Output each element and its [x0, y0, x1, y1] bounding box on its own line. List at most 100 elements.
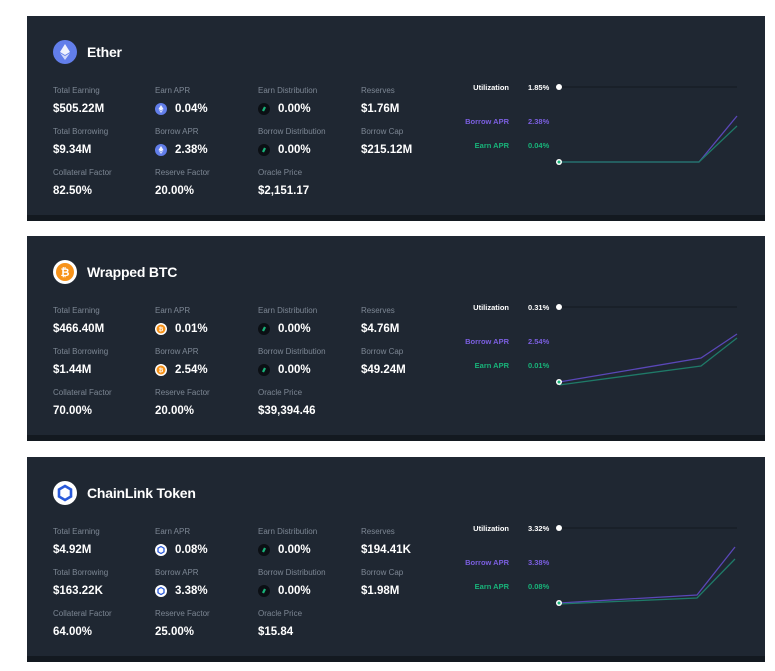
- stat-label: Earn Distribution: [258, 527, 318, 536]
- stat-label: Total Borrowing: [53, 127, 109, 136]
- market-card[interactable]: ₿ Wrapped BTC Total Earning $466.40M Ear…: [27, 236, 765, 441]
- stat-collateral-factor: Collateral Factor 70.00%: [53, 388, 112, 417]
- rate-curve-chart[interactable]: [547, 76, 747, 176]
- stat-label: Oracle Price: [258, 388, 303, 397]
- stat-reserves: Reserves $1.76M: [361, 86, 399, 115]
- stat-borrow-cap: Borrow Cap $49.24M: [361, 347, 406, 376]
- market-card[interactable]: Ether Total Earning $505.22M Earn APR 0.…: [27, 16, 765, 221]
- earn-apr-label: Earn APR: [474, 141, 509, 150]
- stat-collateral-factor: Collateral Factor 82.50%: [53, 168, 112, 197]
- stat-earn-distribution: Earn Distribution 0.00%: [258, 306, 317, 335]
- stat-label: Total Borrowing: [53, 347, 109, 356]
- stat-value: 0.00%: [278, 544, 311, 556]
- stat-label: Earn Distribution: [258, 306, 318, 315]
- stat-label: Reserves: [361, 86, 395, 95]
- stat-value: 3.38%: [175, 585, 208, 597]
- utilization-label: Utilization: [473, 83, 509, 92]
- utilization-label: Utilization: [473, 303, 509, 312]
- market-card[interactable]: ChainLink Token Total Earning $4.92M Ear…: [27, 457, 765, 662]
- stat-label: Earn APR: [155, 527, 191, 536]
- stat-value: 2.38%: [175, 144, 208, 156]
- svg-text:₿: ₿: [159, 326, 164, 333]
- borrow-apr-line: [558, 546, 736, 604]
- distribution-token-icon: [258, 364, 270, 376]
- stat-value: 70.00%: [53, 405, 93, 417]
- bitcoin-icon: ₿: [155, 364, 167, 376]
- stat-value: 0.00%: [278, 103, 311, 115]
- stat-value: 0.01%: [175, 323, 208, 335]
- stat-value: 25.00%: [155, 626, 195, 638]
- utilization-slider-handle[interactable]: [556, 525, 562, 531]
- stat-value: $39,394.46: [258, 405, 316, 417]
- stat-value: $215.12M: [361, 144, 413, 156]
- earn-apr-label: Earn APR: [474, 582, 509, 591]
- stat-value: $505.22M: [53, 103, 105, 115]
- stat-borrow-distribution: Borrow Distribution 0.00%: [258, 347, 326, 376]
- rate-curve-chart[interactable]: [547, 517, 747, 617]
- rate-curve-chart[interactable]: [547, 296, 747, 396]
- market-name: ChainLink Token: [87, 485, 196, 501]
- stat-earn-distribution: Earn Distribution 0.00%: [258, 527, 317, 556]
- chainlink-icon: [155, 585, 167, 597]
- stat-label: Reserve Factor: [155, 609, 210, 618]
- stat-value: $4.92M: [53, 544, 92, 556]
- stat-reserve-factor: Reserve Factor 25.00%: [155, 609, 210, 638]
- utilization-value: 0.31%: [528, 303, 550, 312]
- earn-apr-line: [558, 337, 738, 386]
- stat-value: $1.44M: [53, 364, 92, 376]
- stat-reserves: Reserves $194.41K: [361, 527, 411, 556]
- stat-oracle-price: Oracle Price $2,151.17: [258, 168, 309, 197]
- stat-value: 20.00%: [155, 185, 195, 197]
- distribution-token-icon: [258, 544, 270, 556]
- distribution-token-icon: [258, 585, 270, 597]
- stat-value: 2.54%: [175, 364, 208, 376]
- stat-value: $1.98M: [361, 585, 400, 597]
- stat-label: Collateral Factor: [53, 609, 112, 618]
- stat-label: Collateral Factor: [53, 388, 112, 397]
- stat-value: 0.08%: [175, 544, 208, 556]
- ether-icon: [53, 40, 77, 64]
- utilization-value: 1.85%: [528, 83, 550, 92]
- borrow-apr-line: [558, 333, 738, 383]
- stat-label: Total Earning: [53, 306, 100, 315]
- market-header: ₿ Wrapped BTC: [53, 260, 177, 284]
- earn-apr-label: Earn APR: [474, 361, 509, 370]
- stat-borrow-apr: Borrow APR 3.38%: [155, 568, 208, 597]
- stat-label: Oracle Price: [258, 609, 303, 618]
- stat-label: Total Borrowing: [53, 568, 109, 577]
- stat-reserve-factor: Reserve Factor 20.00%: [155, 388, 210, 417]
- stat-value: $49.24M: [361, 364, 406, 376]
- distribution-token-icon: [258, 103, 270, 115]
- chainlink-icon: [155, 544, 167, 556]
- ether-icon: [155, 144, 167, 156]
- stat-label: Total Earning: [53, 527, 100, 536]
- current-rate-marker-dot: [557, 160, 561, 164]
- stat-label: Earn APR: [155, 86, 191, 95]
- stat-label: Borrow APR: [155, 127, 199, 136]
- earn-apr-line: [558, 558, 736, 605]
- stat-borrow-distribution: Borrow Distribution 0.00%: [258, 568, 326, 597]
- earn-apr-line: [559, 125, 738, 163]
- stat-collateral-factor: Collateral Factor 64.00%: [53, 609, 112, 638]
- stat-label: Oracle Price: [258, 168, 303, 177]
- current-rate-marker-dot: [557, 380, 561, 384]
- stat-borrow-apr: Borrow APR 2.38%: [155, 127, 208, 156]
- utilization-slider-handle[interactable]: [556, 304, 562, 310]
- market-header: ChainLink Token: [53, 481, 196, 505]
- stat-total-earning: Total Earning $4.92M: [53, 527, 100, 556]
- stat-label: Borrow Cap: [361, 127, 404, 136]
- stat-reserves: Reserves $4.76M: [361, 306, 399, 335]
- bitcoin-icon: ₿: [53, 260, 77, 284]
- market-header: Ether: [53, 40, 122, 64]
- stat-borrow-distribution: Borrow Distribution 0.00%: [258, 127, 326, 156]
- stat-label: Borrow Distribution: [258, 127, 326, 136]
- utilization-slider-handle[interactable]: [556, 84, 562, 90]
- stat-label: Reserve Factor: [155, 168, 210, 177]
- stat-value: 0.00%: [278, 585, 311, 597]
- stat-value: 0.00%: [278, 144, 311, 156]
- distribution-token-icon: [258, 323, 270, 335]
- stat-oracle-price: Oracle Price $39,394.46: [258, 388, 316, 417]
- stat-label: Earn Distribution: [258, 86, 318, 95]
- stat-label: Reserves: [361, 306, 395, 315]
- stat-value: 20.00%: [155, 405, 195, 417]
